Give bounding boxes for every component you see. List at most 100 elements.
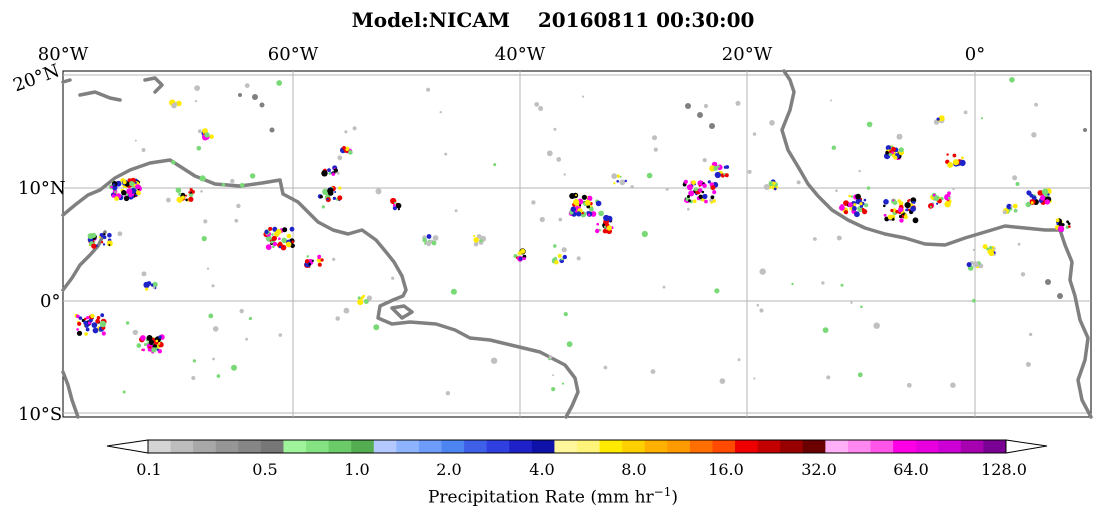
precip-cell	[989, 246, 993, 250]
precip-cell	[248, 316, 252, 321]
precip-cell	[194, 100, 198, 103]
precip-cell	[735, 100, 741, 106]
precip-cell	[892, 153, 896, 158]
precip-cell	[147, 347, 152, 352]
precip-cell	[239, 308, 244, 314]
precip-cell	[321, 205, 325, 209]
precip-cell	[566, 341, 573, 348]
precip-cell	[768, 180, 774, 187]
precip-cell	[155, 339, 159, 343]
precip-cell	[397, 208, 400, 211]
cb-tick-2-0: 2.0	[436, 460, 462, 479]
colorbar-outline	[147, 439, 1007, 454]
precip-cell	[576, 205, 579, 209]
lat-label-10n: 10°N	[18, 178, 66, 199]
precip-cell	[691, 180, 696, 186]
cb-tick-32-0: 32.0	[801, 460, 837, 479]
precip-cell	[558, 217, 563, 222]
precip-cell	[221, 182, 226, 187]
precip-cell	[905, 208, 908, 212]
precip-cell	[395, 202, 402, 209]
precip-cell	[96, 316, 101, 320]
precip-cell	[912, 201, 916, 204]
precip-cell	[185, 194, 188, 197]
precip-cell	[188, 192, 194, 198]
precip-cell	[291, 240, 295, 244]
precip-cell	[963, 110, 968, 115]
precip-cell	[426, 234, 432, 239]
cb-tick-0-5: 0.5	[252, 460, 278, 479]
precip-cell	[117, 231, 123, 237]
precip-cell	[662, 285, 666, 289]
precip-cell	[275, 228, 282, 235]
precip-cell	[285, 241, 292, 248]
precip-cell	[859, 202, 863, 206]
precip-cell	[933, 195, 940, 202]
precip-cell	[108, 244, 111, 246]
precip-cell	[713, 166, 719, 171]
precip-cell	[344, 146, 350, 151]
precip-cell	[426, 241, 432, 247]
precip-cell	[476, 234, 482, 239]
precip-cell	[904, 202, 911, 209]
precip-cell	[848, 194, 851, 198]
precip-cell	[712, 199, 716, 203]
colorbar-label-exponent: −1	[653, 485, 672, 499]
precip-cell	[520, 248, 526, 254]
precip-cell	[531, 200, 536, 205]
precip-cell	[306, 255, 310, 258]
precip-cell	[194, 85, 201, 91]
colorbar-cell	[983, 440, 1007, 453]
precip-cell	[584, 199, 591, 206]
precip-cell	[853, 203, 857, 207]
precip-cell	[204, 132, 210, 138]
precip-cell	[723, 165, 728, 169]
precip-cell	[432, 235, 439, 241]
precip-cell	[304, 259, 310, 264]
precip-cell	[860, 305, 863, 309]
coastlines	[61, 69, 1093, 419]
precip-cell	[206, 267, 210, 270]
precip-cell	[100, 241, 104, 244]
precip-cell	[336, 171, 340, 175]
precip-cell	[756, 303, 760, 307]
precip-cell	[702, 158, 707, 163]
precip-cell	[719, 378, 726, 384]
precip-cell	[216, 374, 221, 378]
precip-cell	[1047, 193, 1050, 196]
precip-cell	[143, 343, 147, 346]
precip-cell	[136, 190, 142, 196]
precip-cell	[866, 186, 871, 190]
precip-cell	[268, 226, 273, 231]
colorbar-cell	[870, 440, 894, 453]
precip-cell	[152, 286, 156, 290]
precip-cell	[590, 211, 597, 217]
precip-cell	[936, 202, 939, 205]
precip-cell	[847, 202, 853, 208]
precip-cell	[556, 157, 562, 162]
precip-cell	[980, 117, 984, 120]
precip-cell	[337, 155, 343, 161]
coast-yucatan	[61, 78, 72, 84]
precip-cell	[1044, 199, 1051, 205]
colorbar-label: Precipitation Rate (mm hr−1)	[0, 485, 1106, 508]
precip-cell	[76, 314, 80, 319]
precip-cell	[864, 203, 869, 208]
precip-cell	[103, 233, 106, 236]
precip-cell	[200, 190, 203, 193]
precip-cell	[171, 160, 176, 165]
precip-cell	[230, 178, 235, 184]
precip-cell	[553, 244, 557, 248]
precip-cell	[1020, 272, 1026, 277]
precip-cell	[212, 326, 219, 332]
island	[685, 103, 691, 109]
precip-cell	[278, 333, 283, 337]
precip-cell	[891, 146, 896, 152]
colorbar-cell	[283, 440, 307, 453]
colorbar-cell	[893, 440, 917, 453]
precip-cell	[703, 103, 709, 109]
precip-cell	[112, 185, 118, 191]
precip-cell	[576, 211, 582, 217]
precip-cell	[156, 348, 159, 351]
precip-cell	[687, 195, 690, 198]
